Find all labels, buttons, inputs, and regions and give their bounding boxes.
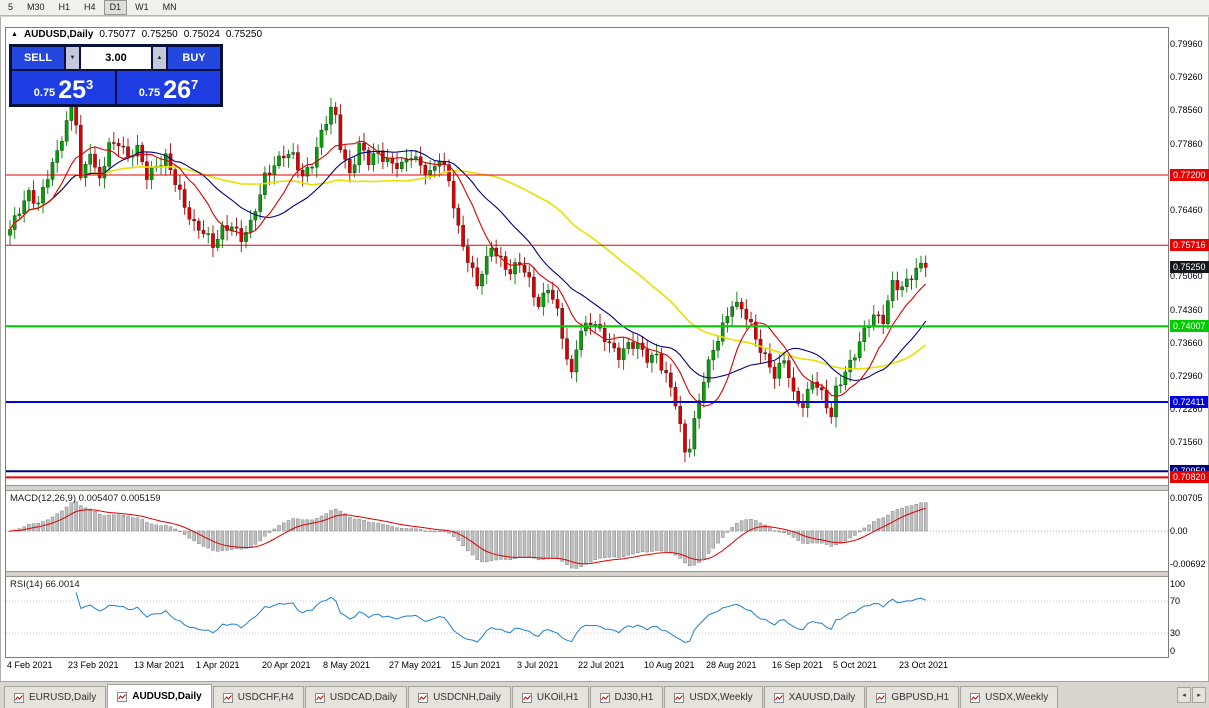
chart-tab-label: USDCHF,H4	[237, 692, 294, 703]
chart-tab-label: GBPUSD,H1	[891, 692, 950, 703]
volume-input[interactable]	[81, 47, 151, 69]
chart-tab-icon	[117, 691, 128, 702]
chart-tab-usdcad-daily[interactable]: USDCAD,Daily	[304, 686, 408, 708]
chart-tab-icon	[521, 692, 532, 703]
chart-tab-icon	[599, 692, 610, 703]
chart-tab-label: USDX,Weekly	[985, 692, 1049, 703]
chart-tab-usdcnh-daily[interactable]: USDCNH,Daily	[408, 686, 511, 708]
chart-tab-icon	[876, 692, 887, 703]
timeframe-button-mn[interactable]: MN	[162, 2, 177, 12]
timeframe-button-m30[interactable]: M30	[27, 2, 45, 12]
chart-tab-usdx-weekly[interactable]: USDX,Weekly	[960, 686, 1059, 708]
timeframe-toolbar: 5 M30 H1 H4 D1 W1 MN	[0, 0, 1209, 16]
timeframe-button-w1[interactable]: W1	[135, 2, 149, 12]
buy-price-big: 26	[163, 76, 191, 104]
chart-tab-icon	[970, 692, 981, 703]
date-tick-label: 5 Oct 2021	[833, 660, 878, 670]
price-divider	[115, 71, 117, 104]
sell-price-sup: 3	[86, 77, 94, 92]
chart-info-header: ▲ AUDUSD,Daily 0.75077 0.75250 0.75024 0…	[11, 29, 262, 40]
one-click-trading-panel: SELL ▼ ▲ BUY 0.75 25 3 0.75 26 7	[9, 44, 223, 107]
chart-tab-icon	[14, 692, 24, 703]
chart-symbol-label: AUDUSD,Daily	[23, 29, 94, 40]
date-tick-label: 22 Jul 2021	[578, 660, 625, 670]
chart-plot-area[interactable]: MACD(12,26,9) 0.005407 0.005159 RSI(14) …	[5, 27, 1169, 658]
collapse-panel-icon[interactable]: ▲	[11, 31, 18, 38]
main-price-chart[interactable]	[6, 28, 1168, 485]
rsi-panel-chart[interactable]	[6, 577, 1168, 657]
date-tick-label: 10 Aug 2021	[644, 660, 695, 670]
chart-tab-label: UKOil,H1	[536, 692, 579, 703]
date-tick-label: 13 Mar 2021	[134, 660, 185, 670]
buy-button[interactable]: BUY	[168, 47, 220, 69]
timeframe-button-5[interactable]: 5	[8, 2, 14, 12]
chart-tab-gbpusd-h1[interactable]: GBPUSD,H1	[866, 686, 960, 708]
chart-tab-bar: EURUSD,Daily AUDUSD,Daily USDCHF,H4 USDCAD,…	[0, 681, 1209, 708]
chart-tab-icon	[773, 692, 784, 703]
date-tick-label: 8 May 2021	[323, 660, 371, 670]
timeframe-button-h1[interactable]: H1	[58, 2, 71, 12]
chart-tab-label: USDCAD,Daily	[329, 692, 398, 703]
sell-price-big: 25	[58, 76, 86, 104]
buy-price-sup: 7	[191, 77, 199, 92]
rsi-line	[75, 592, 926, 644]
timeframe-button-h4[interactable]: H4	[84, 2, 96, 12]
date-tick-label: 3 Jul 2021	[517, 660, 559, 670]
chart-tab-label: USDCNH,Daily	[433, 692, 501, 703]
chart-tab-label: EURUSD,Daily	[29, 692, 97, 703]
ohlc-high-value: 0.75250	[141, 29, 178, 40]
chart-tab-dj30-h1[interactable]: DJ30,H1	[589, 686, 664, 708]
chart-tab-label: XAUUSD,Daily	[788, 692, 856, 703]
date-tick-label: 20 Apr 2021	[262, 660, 311, 670]
ohlc-low-value: 0.75024	[183, 29, 220, 40]
macd-indicator-label: MACD(12,26,9) 0.005407 0.005159	[10, 493, 161, 504]
date-tick-label: 4 Feb 2021	[7, 660, 53, 670]
chart-tab-eurusd-daily[interactable]: EURUSD,Daily	[4, 686, 107, 708]
buy-price-small: 0.75	[138, 87, 161, 99]
ohlc-open-value: 0.75077	[99, 29, 136, 40]
date-axis: 4 Feb 2021 23 Feb 2021 13 Mar 2021 1 Apr 20…	[5, 659, 1169, 674]
panel-separator[interactable]	[6, 485, 1168, 491]
chart-tab-usdchf-h4[interactable]: USDCHF,H4	[212, 686, 304, 708]
date-tick-label: 23 Feb 2021	[68, 660, 119, 670]
chart-tab-xauusd-daily[interactable]: XAUUSD,Daily	[763, 686, 866, 708]
date-tick-label: 27 May 2021	[389, 660, 442, 670]
sell-price-small: 0.75	[33, 87, 56, 99]
rsi-indicator-label: RSI(14) 66.0014	[10, 579, 80, 590]
chart-tab-label: DJ30,H1	[614, 692, 654, 703]
date-tick-label: 15 Jun 2021	[451, 660, 501, 670]
volume-increase-icon[interactable]: ▲	[153, 47, 166, 69]
chart-tab-label: AUDUSD,Daily	[132, 691, 202, 702]
panel-separator[interactable]	[6, 571, 1168, 577]
chart-tab-label: USDX,Weekly	[689, 692, 753, 703]
moving-average-line	[9, 140, 927, 407]
chart-tab-icon	[314, 692, 325, 703]
ohlc-close-value: 0.75250	[225, 29, 263, 40]
date-tick-label: 23 Oct 2021	[899, 660, 949, 670]
buy-price-display[interactable]: 0.75 26 7	[117, 71, 220, 104]
macd-panel-chart[interactable]	[6, 491, 1168, 571]
chart-tab-icon	[674, 692, 685, 703]
moving-average-line	[9, 150, 927, 382]
tab-scroll-left-button[interactable]: ◂	[1177, 687, 1191, 703]
sell-button[interactable]: SELL	[12, 47, 64, 69]
tab-scroll-controls: ◂ ▸	[1177, 687, 1206, 703]
sell-price-display[interactable]: 0.75 25 3	[12, 71, 115, 104]
chart-tab-audusd-daily[interactable]: AUDUSD,Daily	[107, 684, 212, 708]
chart-tab-usdx-weekly[interactable]: USDX,Weekly	[664, 686, 763, 708]
date-tick-label: 1 Apr 2021	[196, 660, 240, 670]
timeframe-button-d1[interactable]: D1	[103, 0, 128, 15]
tab-scroll-right-button[interactable]: ▸	[1192, 687, 1206, 703]
date-tick-label: 28 Aug 2021	[706, 660, 757, 670]
macd-signal-line	[9, 507, 926, 565]
chart-tab-icon	[222, 692, 233, 703]
volume-decrease-icon[interactable]: ▼	[66, 47, 79, 69]
date-tick-label: 16 Sep 2021	[772, 660, 824, 670]
chart-tab-icon	[418, 692, 429, 703]
moving-average-line	[9, 165, 927, 370]
chart-tab-ukoil-h1[interactable]: UKOil,H1	[511, 686, 589, 708]
